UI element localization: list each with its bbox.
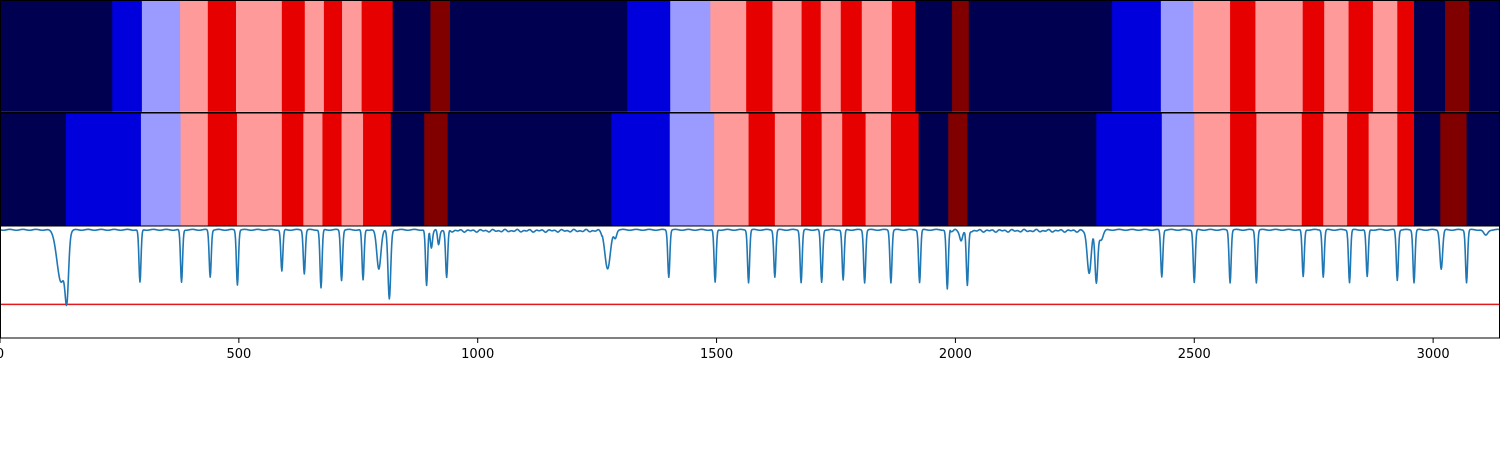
row-1-segment-40	[1468, 0, 1500, 113]
row-2-segment-29	[1161, 112, 1195, 226]
row-1-segment-37	[1397, 0, 1415, 113]
row-2-segment-38	[1414, 112, 1441, 226]
x-tick-label-1000: 1000	[461, 347, 494, 362]
row-1-segment-25	[915, 0, 953, 113]
row-1-segment-13	[430, 0, 451, 113]
row-1-segment-10	[342, 0, 363, 113]
row-2-segment-33	[1301, 112, 1324, 226]
row-2-segment-34	[1323, 112, 1348, 226]
row-1-segment-27	[968, 0, 1113, 113]
row-1-segment-12	[392, 0, 432, 113]
row-1-segment-32	[1255, 0, 1304, 113]
x-tick-label-500: 500	[226, 347, 251, 362]
row-1-segment-28	[1112, 0, 1162, 113]
row-2-segment-14	[447, 112, 613, 226]
row-2-segment-8	[303, 112, 324, 226]
row-1-segment-23	[861, 0, 893, 113]
row-1-segment-21	[820, 0, 842, 113]
row-2-segment-37	[1397, 112, 1415, 226]
row-2-segment-12	[390, 112, 425, 226]
row-1-segment-35	[1348, 0, 1374, 113]
row-1-segment-14	[450, 0, 628, 113]
row-2-segment-15	[611, 112, 671, 226]
row-1-segment-34	[1324, 0, 1350, 113]
row-2-segment-19	[774, 112, 802, 226]
row-1-segment-38	[1414, 0, 1446, 113]
row-2-segment-27	[967, 112, 1097, 226]
row-2-segment-9	[322, 112, 343, 226]
row-2-segment-32	[1256, 112, 1303, 226]
row-2-segment-31	[1230, 112, 1257, 226]
x-tick-label-2000: 2000	[939, 347, 972, 362]
row-1-segment-7	[281, 0, 306, 113]
row-1-segment-19	[772, 0, 803, 113]
signal-line	[0, 228, 1500, 307]
row-2-segment-16	[669, 112, 715, 226]
row-2-segment-4	[180, 112, 209, 226]
row-2-segment-11	[363, 112, 392, 226]
x-tick-label-2500: 2500	[1178, 347, 1211, 362]
row-2-segment-36	[1368, 112, 1398, 226]
segment-row-1	[0, 0, 1500, 113]
row-2-segment-22	[842, 112, 867, 226]
row-1-segment-29	[1160, 0, 1194, 113]
row-2-segment-5	[207, 112, 238, 226]
row-2-segment-20	[801, 112, 823, 226]
row-1-segment-3	[141, 0, 181, 113]
row-1-segment-5	[207, 0, 237, 113]
x-tick-label-0: 0	[0, 347, 4, 362]
row-1-segment-20	[801, 0, 822, 113]
row-1-segment-15	[627, 0, 671, 113]
row-2-segment-10	[341, 112, 364, 226]
row-2-segment-35	[1347, 112, 1370, 226]
row-1-segment-22	[840, 0, 863, 113]
row-1-segment-39	[1445, 0, 1470, 113]
row-2-segment-25	[918, 112, 949, 226]
row-2-segment-3	[140, 112, 182, 226]
row-1-segment-18	[746, 0, 774, 113]
segment-row-2	[0, 112, 1500, 226]
row-2-segment-21	[821, 112, 843, 226]
row-2-segment-26	[948, 112, 968, 226]
row-1-segment-1	[0, 0, 113, 113]
row-1-segment-4	[180, 0, 209, 113]
row-1-segment-36	[1372, 0, 1398, 113]
row-1-segment-17	[710, 0, 747, 113]
row-1-segment-31	[1230, 0, 1257, 113]
row-2-segment-18	[748, 112, 776, 226]
row-2-segment-17	[714, 112, 750, 226]
row-1-segment-24	[891, 0, 916, 113]
row-1-segment-6	[235, 0, 283, 113]
row-1-segment-9	[323, 0, 343, 113]
x-axis: 0 500 1000 1500 2000 2500 3000	[0, 338, 1450, 362]
row-2-segment-13	[424, 112, 449, 226]
row-2-segment-6	[236, 112, 283, 226]
row-2-segment-23	[865, 112, 892, 226]
row-1-segment-16	[670, 0, 711, 113]
row-2-segment-7	[281, 112, 304, 226]
row-1-segment-8	[304, 0, 325, 113]
row-2-segment-2	[65, 112, 142, 226]
row-2-segment-24	[890, 112, 920, 226]
x-tick-label-3000: 3000	[1417, 347, 1450, 362]
row-2-segment-40	[1466, 112, 1500, 226]
row-2-segment-28	[1096, 112, 1163, 226]
row-1-segment-2	[112, 0, 143, 113]
row-1-segment-11	[361, 0, 394, 113]
row-2-segment-30	[1194, 112, 1231, 226]
row-1-segment-33	[1302, 0, 1325, 113]
row-1-segment-30	[1193, 0, 1231, 113]
row-1-segment-26	[952, 0, 970, 113]
x-tick-label-1500: 1500	[700, 347, 733, 362]
row-2-segment-39	[1440, 112, 1468, 226]
row-2-segment-1	[0, 112, 67, 226]
